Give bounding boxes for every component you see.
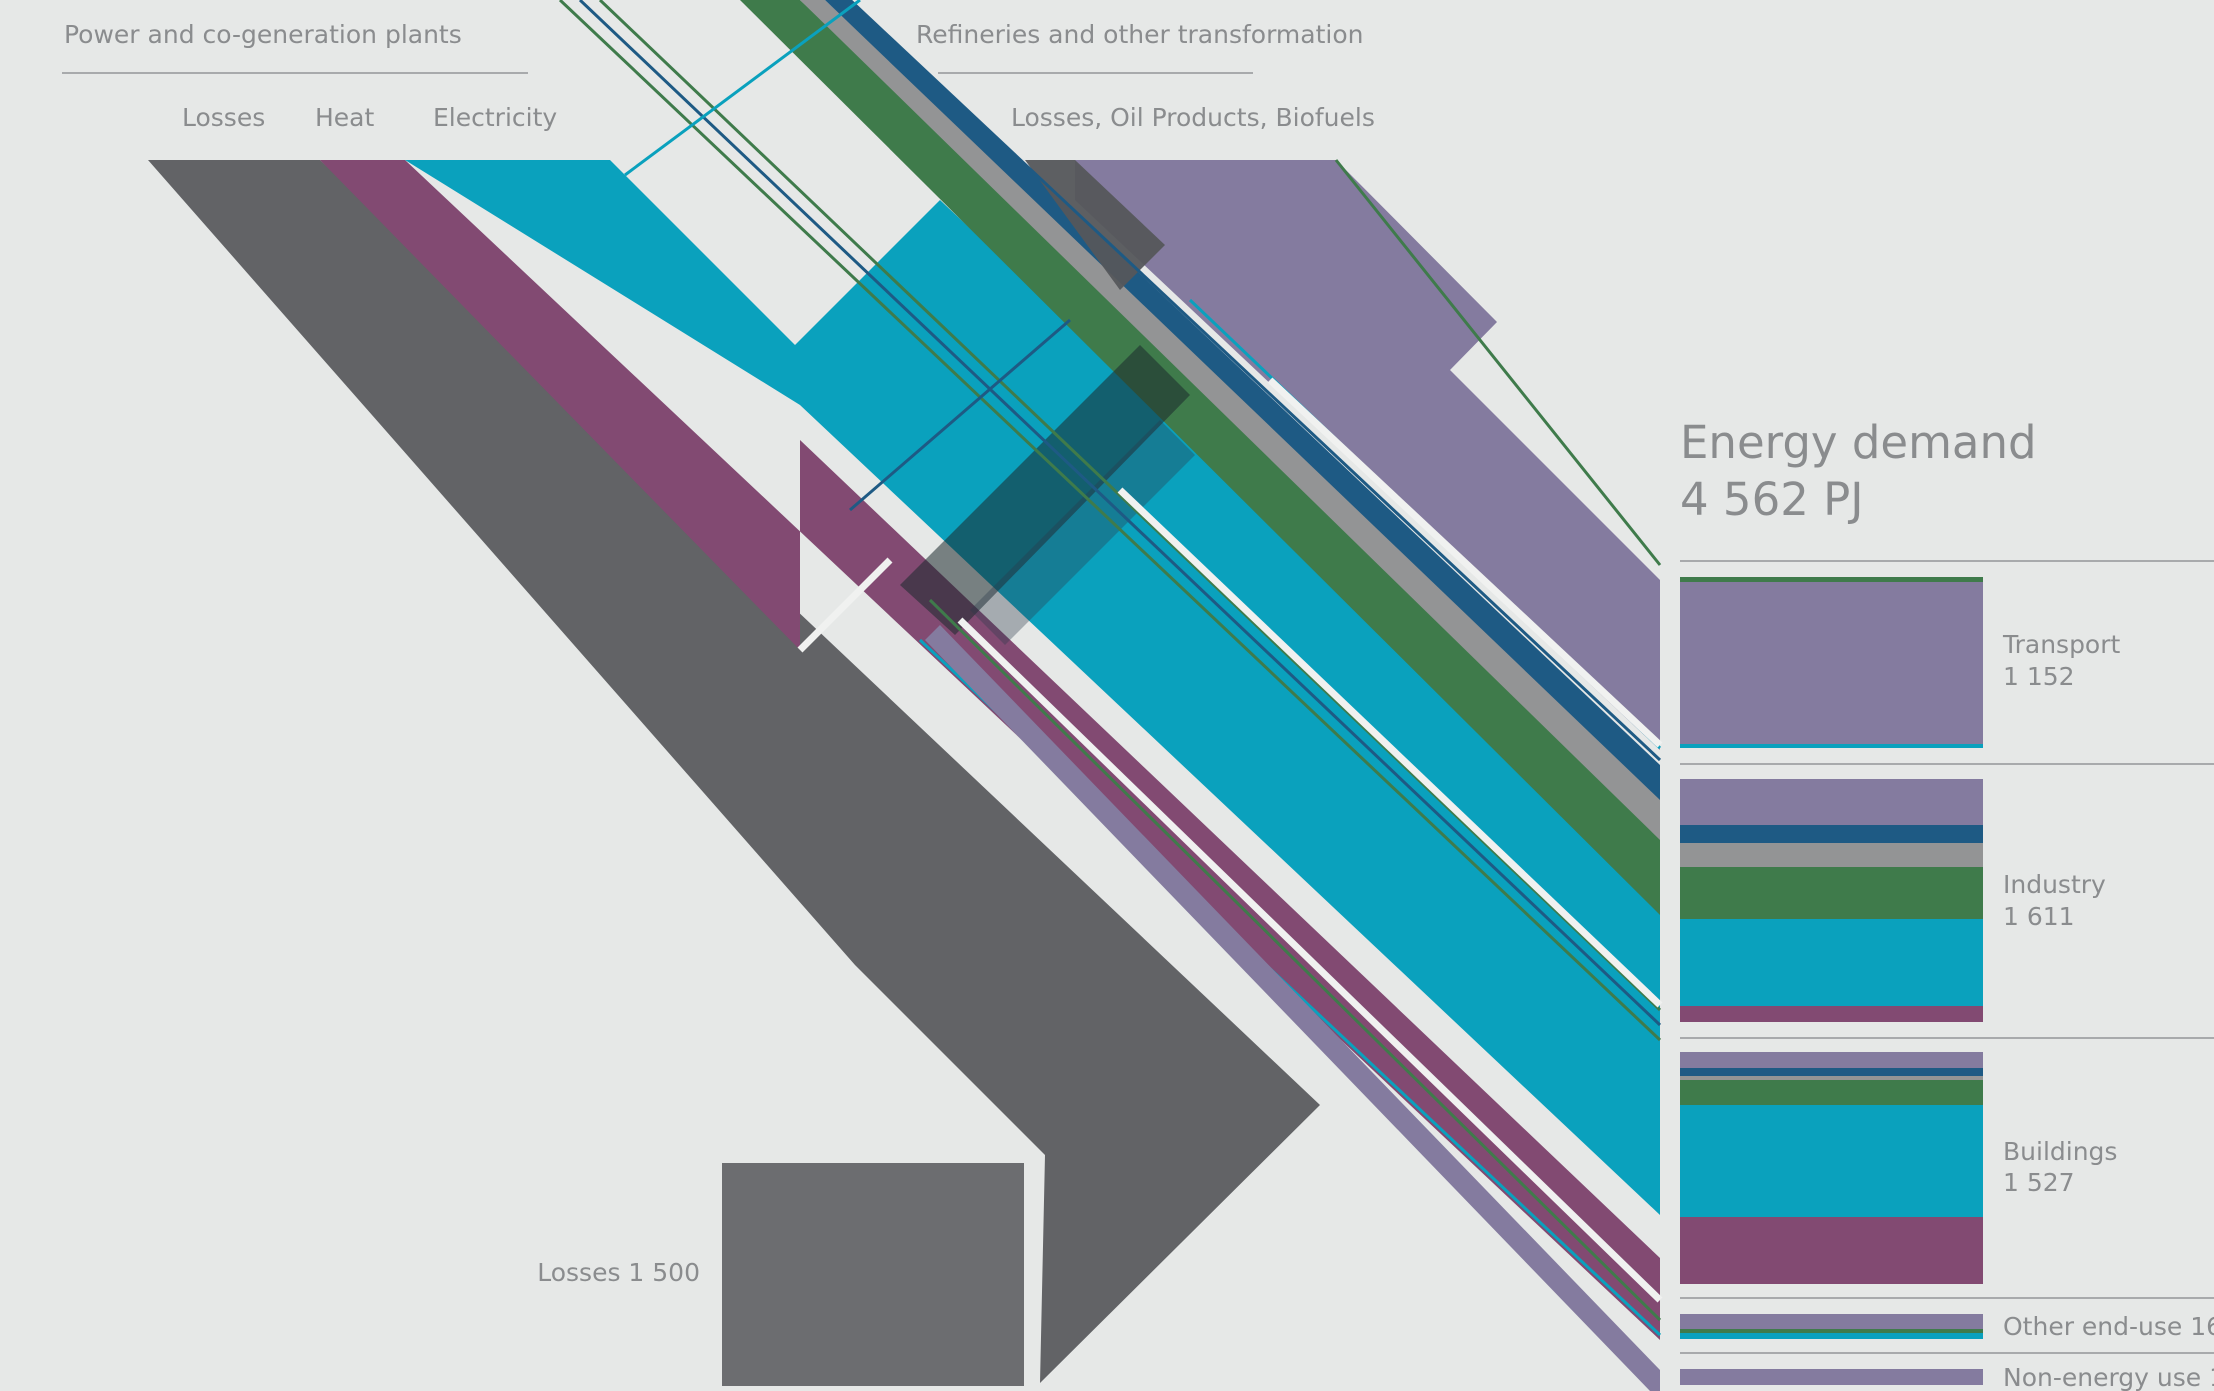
flow-line — [624, 0, 861, 177]
sector-industry-name: Industry — [2003, 870, 2106, 899]
sector-dividers — [1680, 560, 2214, 1354]
flow-band-heat — [320, 160, 1660, 1340]
flow-separator — [1267, 377, 1663, 748]
flow-line — [1334, 159, 1662, 566]
sector-other-label: Other end-use 160 — [2003, 1312, 2214, 1341]
losses-box — [722, 1163, 1024, 1386]
sector-segment — [1680, 1217, 1983, 1284]
sector-segment — [1680, 825, 1983, 843]
refineries-section-label: Refineries and other transformation — [916, 20, 1363, 49]
sector-segment — [1680, 867, 1983, 919]
refineries-flows-label: Losses, Oil Products, Biofuels — [1011, 103, 1375, 132]
flow-line — [849, 318, 1071, 512]
flow-separator — [957, 617, 1663, 1303]
flow-line — [578, 0, 1662, 1027]
sector-segment — [1680, 1329, 1983, 1333]
flow-bands — [148, 0, 1663, 1391]
sector-segment — [1680, 1052, 1983, 1068]
power-losses-label: Losses — [182, 103, 265, 132]
energy-demand-total: 4 562 PJ — [1680, 473, 1864, 526]
sector-block-non-energy — [1680, 1369, 1983, 1385]
sector-segment — [1680, 1333, 1983, 1339]
sector-segment — [1680, 744, 1983, 748]
sector-transport-value: 1 152 — [2003, 662, 2075, 691]
flow-band-refinery-losses — [1025, 160, 1165, 290]
sector-buildings-name: Buildings — [2003, 1137, 2117, 1166]
power-electricity-label: Electricity — [433, 103, 557, 132]
sector-block-buildings — [1680, 1052, 1983, 1284]
power-heat-label: Heat — [315, 103, 374, 132]
sector-segment — [1680, 582, 1983, 744]
flow-crossing-shadow-lower — [970, 420, 1195, 645]
sector-segment — [1680, 843, 1983, 867]
sector-non-energy-label: Non-energy use 11 — [2003, 1363, 2214, 1391]
sector-segment — [1680, 1068, 1983, 1076]
flow-line — [848, 0, 1662, 762]
flow-line — [558, 0, 1662, 1042]
sector-segment — [1680, 577, 1983, 582]
sector-buildings-value: 1 527 — [2003, 1168, 2075, 1197]
flow-separators — [797, 377, 1663, 1303]
flow-band-coal — [800, 0, 1660, 840]
flow-crossing-shadow — [900, 345, 1190, 635]
sector-segment — [1680, 1314, 1983, 1329]
sector-block-other — [1680, 1314, 1983, 1339]
losses-box-label: Losses 1 500 — [537, 1258, 700, 1287]
sector-segment — [1680, 1006, 1983, 1022]
flow-separator — [1117, 487, 1663, 1008]
flow-band-oil-lower — [925, 625, 1660, 1391]
sector-transport-name: Transport — [2002, 630, 2121, 659]
flow-band-oil-products — [1075, 160, 1660, 750]
power-section-label: Power and co-generation plants — [64, 20, 462, 49]
sector-industry-value: 1 611 — [2003, 902, 2075, 931]
sector-segment — [1680, 1080, 1983, 1105]
flow-band-biofuels — [825, 0, 1660, 800]
sector-segment — [1680, 1076, 1983, 1080]
sector-segment — [1680, 779, 1983, 825]
sector-block-industry — [1680, 779, 1983, 1022]
sector-block-transport — [1680, 577, 1983, 748]
flow-band-gas — [740, 0, 1660, 915]
flow-band-losses — [148, 160, 1320, 1383]
flow-separator — [797, 557, 893, 653]
flow-band-electricity — [405, 160, 1660, 1215]
flow-line — [928, 598, 1662, 1322]
sector-segment — [1680, 919, 1983, 1006]
flow-line — [598, 0, 1662, 1012]
sector-segment — [1680, 1105, 1983, 1217]
energy-demand-title: Energy demand — [1680, 416, 2037, 469]
